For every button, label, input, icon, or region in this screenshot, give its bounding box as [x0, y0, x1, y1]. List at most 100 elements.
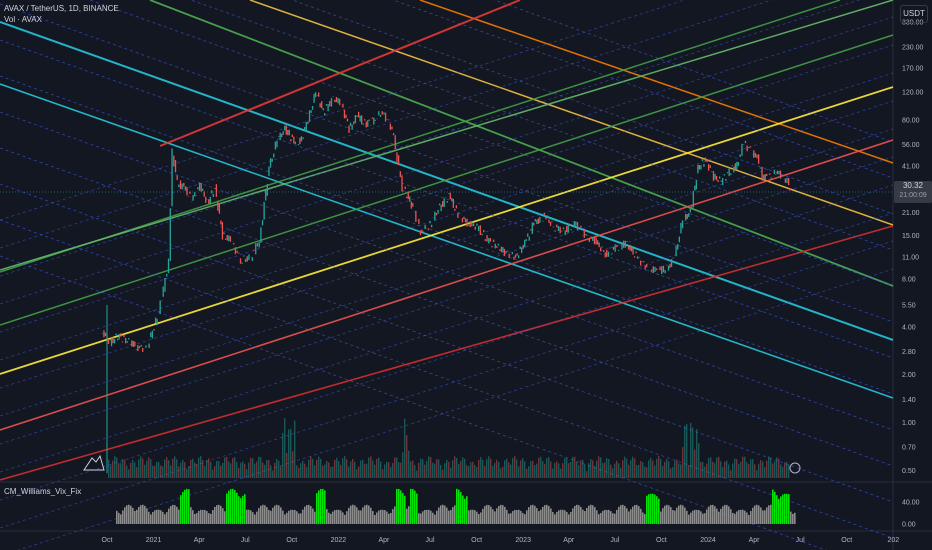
oscillator-bar: [466, 496, 468, 524]
oscillator-bar: [408, 506, 410, 524]
oscillator-bar: [756, 504, 758, 524]
volume-bar: [588, 463, 590, 478]
volume-bar: [716, 457, 718, 478]
oscillator-bar: [662, 508, 664, 524]
oscillator-axis-label: 0.00: [902, 522, 916, 529]
oscillator-bar: [354, 505, 356, 524]
oscillator-bar: [468, 510, 470, 524]
volume-bar: [762, 461, 764, 478]
trendline: [249, 0, 894, 226]
volume-bar: [666, 458, 668, 478]
oscillator-bar: [340, 510, 342, 524]
volume-bar: [728, 464, 730, 478]
oscillator-bar: [420, 513, 422, 524]
oscillator-bar: [484, 506, 486, 524]
volume-bar: [684, 425, 686, 478]
oscillator-bar: [272, 507, 274, 524]
volume-bar: [122, 458, 124, 478]
time-axis-label: 2023: [515, 537, 531, 544]
oscillator-bar: [392, 509, 394, 524]
oscillator-bar: [164, 514, 166, 524]
volume-bar: [646, 467, 648, 478]
oscillator-bar: [358, 510, 360, 524]
price-axis-label: 1.40: [902, 397, 916, 404]
oscillator-bar: [522, 512, 524, 524]
volume-bar: [154, 465, 156, 478]
oscillator-bar: [276, 504, 278, 524]
price-axis-label: 56.00: [902, 142, 920, 149]
oscillator-bar: [428, 509, 430, 524]
volume-bar: [568, 463, 570, 478]
oscillator-bar: [598, 514, 600, 524]
oscillator-bar: [780, 496, 782, 524]
price-axis-label: 1.00: [902, 420, 916, 427]
oscillator-bar: [758, 505, 760, 524]
oscillator-bar: [212, 510, 214, 524]
volume-bar: [450, 467, 452, 478]
oscillator-bar: [544, 505, 546, 524]
oscillator-bar: [176, 506, 178, 524]
oscillator-bar: [586, 507, 588, 524]
currency-button[interactable]: USDT: [900, 5, 928, 23]
volume-bar: [260, 457, 262, 478]
oscillator-bar: [418, 513, 420, 524]
oscillator-bar: [386, 511, 388, 524]
volume-bar: [576, 461, 578, 478]
volume-bar: [466, 465, 468, 478]
symbol-label[interactable]: AVAX / TetherUS, 1D, BINANCE: [4, 4, 119, 13]
oscillator-bar: [678, 505, 680, 524]
volume-bar: [236, 461, 238, 478]
oscillator-bar: [616, 509, 618, 524]
time-axis-label: Oct: [471, 537, 482, 544]
volume-bar: [774, 461, 776, 478]
oscillator-bar: [500, 504, 502, 524]
volume-bar: [636, 465, 638, 478]
volume-bar: [476, 467, 478, 478]
volume-bar: [620, 467, 622, 478]
volume-bar: [434, 463, 436, 478]
volume-bar: [644, 466, 646, 478]
volume-bar: [310, 456, 312, 478]
volume-bar: [222, 463, 224, 478]
volume-bar: [602, 463, 604, 478]
volume-bar: [484, 465, 486, 478]
oscillator-bar: [396, 488, 398, 524]
volume-bar: [410, 461, 412, 478]
volume-bar: [776, 457, 778, 478]
volume-bar: [782, 466, 784, 478]
oscillator-bar: [416, 493, 418, 524]
volume-bar: [516, 459, 518, 478]
volume-bar: [772, 463, 774, 478]
oscillator-bar: [658, 498, 660, 524]
dashed-channel-line: [0, 128, 894, 417]
volume-label[interactable]: Vol · AVAX: [4, 15, 42, 24]
oscillator-bar: [174, 505, 176, 524]
oscillator-title[interactable]: CM_Williams_Vix_Fix: [4, 487, 82, 496]
dashed-channel-line: [0, 0, 861, 277]
oscillator-bar: [370, 507, 372, 524]
trendline: [159, 0, 521, 147]
oscillator-bar: [264, 505, 266, 524]
volume-bar: [214, 465, 216, 478]
volume-bar: [778, 458, 780, 478]
volume-bar: [216, 461, 218, 478]
oscillator-bar: [492, 509, 494, 524]
oscillator-bar: [258, 508, 260, 524]
volume-bar: [360, 460, 362, 478]
volume-bar: [200, 456, 202, 478]
volume-bar: [392, 463, 394, 478]
oscillator-bar: [614, 513, 616, 524]
volume-bar: [356, 469, 358, 478]
volume-bar: [142, 458, 144, 478]
oscillator-bar: [532, 504, 534, 524]
volume-bar: [672, 467, 674, 478]
volume-bar: [480, 457, 482, 478]
volume-bar: [486, 459, 488, 478]
oscillator-bar: [554, 514, 556, 524]
time-axis-label: Apr: [379, 537, 391, 544]
oscillator-bar: [252, 512, 254, 524]
volume-bar: [758, 463, 760, 478]
volume-bar: [552, 468, 554, 478]
volume-bar: [320, 458, 322, 478]
